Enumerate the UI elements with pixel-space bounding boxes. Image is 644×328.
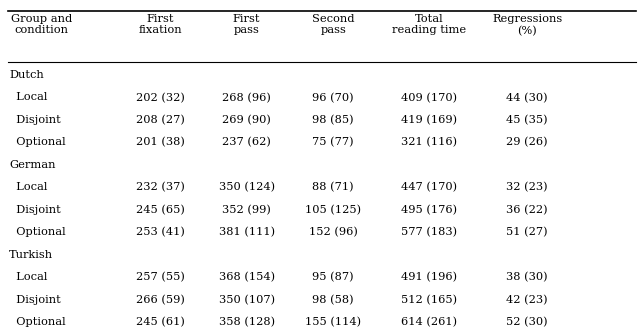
- Text: 614 (261): 614 (261): [401, 317, 457, 327]
- Text: 381 (111): 381 (111): [218, 227, 275, 237]
- Text: German: German: [9, 160, 55, 170]
- Text: 96 (70): 96 (70): [312, 92, 354, 103]
- Text: 38 (30): 38 (30): [506, 272, 548, 282]
- Text: 495 (176): 495 (176): [401, 205, 457, 215]
- Text: 358 (128): 358 (128): [218, 317, 275, 327]
- Text: 447 (170): 447 (170): [401, 182, 457, 193]
- Text: 88 (71): 88 (71): [312, 182, 354, 193]
- Text: Local: Local: [9, 272, 48, 282]
- Text: 36 (22): 36 (22): [506, 205, 548, 215]
- Text: 368 (154): 368 (154): [218, 272, 275, 282]
- Text: 95 (87): 95 (87): [312, 272, 354, 282]
- Text: Group and
condition: Group and condition: [11, 14, 72, 35]
- Text: 321 (116): 321 (116): [401, 137, 457, 148]
- Text: First
pass: First pass: [233, 14, 260, 35]
- Text: 266 (59): 266 (59): [136, 295, 185, 305]
- Text: First
fixation: First fixation: [138, 14, 182, 35]
- Text: 32 (23): 32 (23): [506, 182, 548, 193]
- Text: 98 (85): 98 (85): [312, 115, 354, 125]
- Text: 232 (37): 232 (37): [136, 182, 185, 193]
- Text: 268 (96): 268 (96): [222, 92, 271, 103]
- Text: 75 (77): 75 (77): [312, 137, 354, 148]
- Text: 105 (125): 105 (125): [305, 205, 361, 215]
- Text: 512 (165): 512 (165): [401, 295, 457, 305]
- Text: 253 (41): 253 (41): [136, 227, 185, 237]
- Text: 208 (27): 208 (27): [136, 115, 185, 125]
- Text: 152 (96): 152 (96): [308, 227, 357, 237]
- Text: 44 (30): 44 (30): [506, 92, 548, 103]
- Text: 245 (65): 245 (65): [136, 205, 185, 215]
- Text: 419 (169): 419 (169): [401, 115, 457, 125]
- Text: 42 (23): 42 (23): [506, 295, 548, 305]
- Text: Optional: Optional: [9, 227, 66, 237]
- Text: 29 (26): 29 (26): [506, 137, 548, 148]
- Text: 237 (62): 237 (62): [222, 137, 271, 148]
- Text: Dutch: Dutch: [9, 70, 44, 80]
- Text: 201 (38): 201 (38): [136, 137, 185, 148]
- Text: 155 (114): 155 (114): [305, 317, 361, 327]
- Text: 491 (196): 491 (196): [401, 272, 457, 282]
- Text: Regressions
(%): Regressions (%): [492, 14, 562, 36]
- Text: 350 (107): 350 (107): [218, 295, 275, 305]
- Text: 202 (32): 202 (32): [136, 92, 185, 103]
- Text: Second
pass: Second pass: [312, 14, 354, 35]
- Text: Disjoint: Disjoint: [9, 115, 61, 125]
- Text: 51 (27): 51 (27): [506, 227, 548, 237]
- Text: 52 (30): 52 (30): [506, 317, 548, 327]
- Text: 245 (61): 245 (61): [136, 317, 185, 327]
- Text: Optional: Optional: [9, 317, 66, 327]
- Text: 350 (124): 350 (124): [218, 182, 275, 193]
- Text: 352 (99): 352 (99): [222, 205, 271, 215]
- Text: 577 (183): 577 (183): [401, 227, 457, 237]
- Text: 98 (58): 98 (58): [312, 295, 354, 305]
- Text: 45 (35): 45 (35): [506, 115, 548, 125]
- Text: 409 (170): 409 (170): [401, 92, 457, 103]
- Text: Total
reading time: Total reading time: [392, 14, 466, 35]
- Text: 269 (90): 269 (90): [222, 115, 271, 125]
- Text: Local: Local: [9, 182, 48, 192]
- Text: Turkish: Turkish: [9, 250, 53, 260]
- Text: 257 (55): 257 (55): [136, 272, 185, 282]
- Text: Disjoint: Disjoint: [9, 295, 61, 305]
- Text: Local: Local: [9, 92, 48, 102]
- Text: Disjoint: Disjoint: [9, 205, 61, 215]
- Text: Optional: Optional: [9, 137, 66, 147]
